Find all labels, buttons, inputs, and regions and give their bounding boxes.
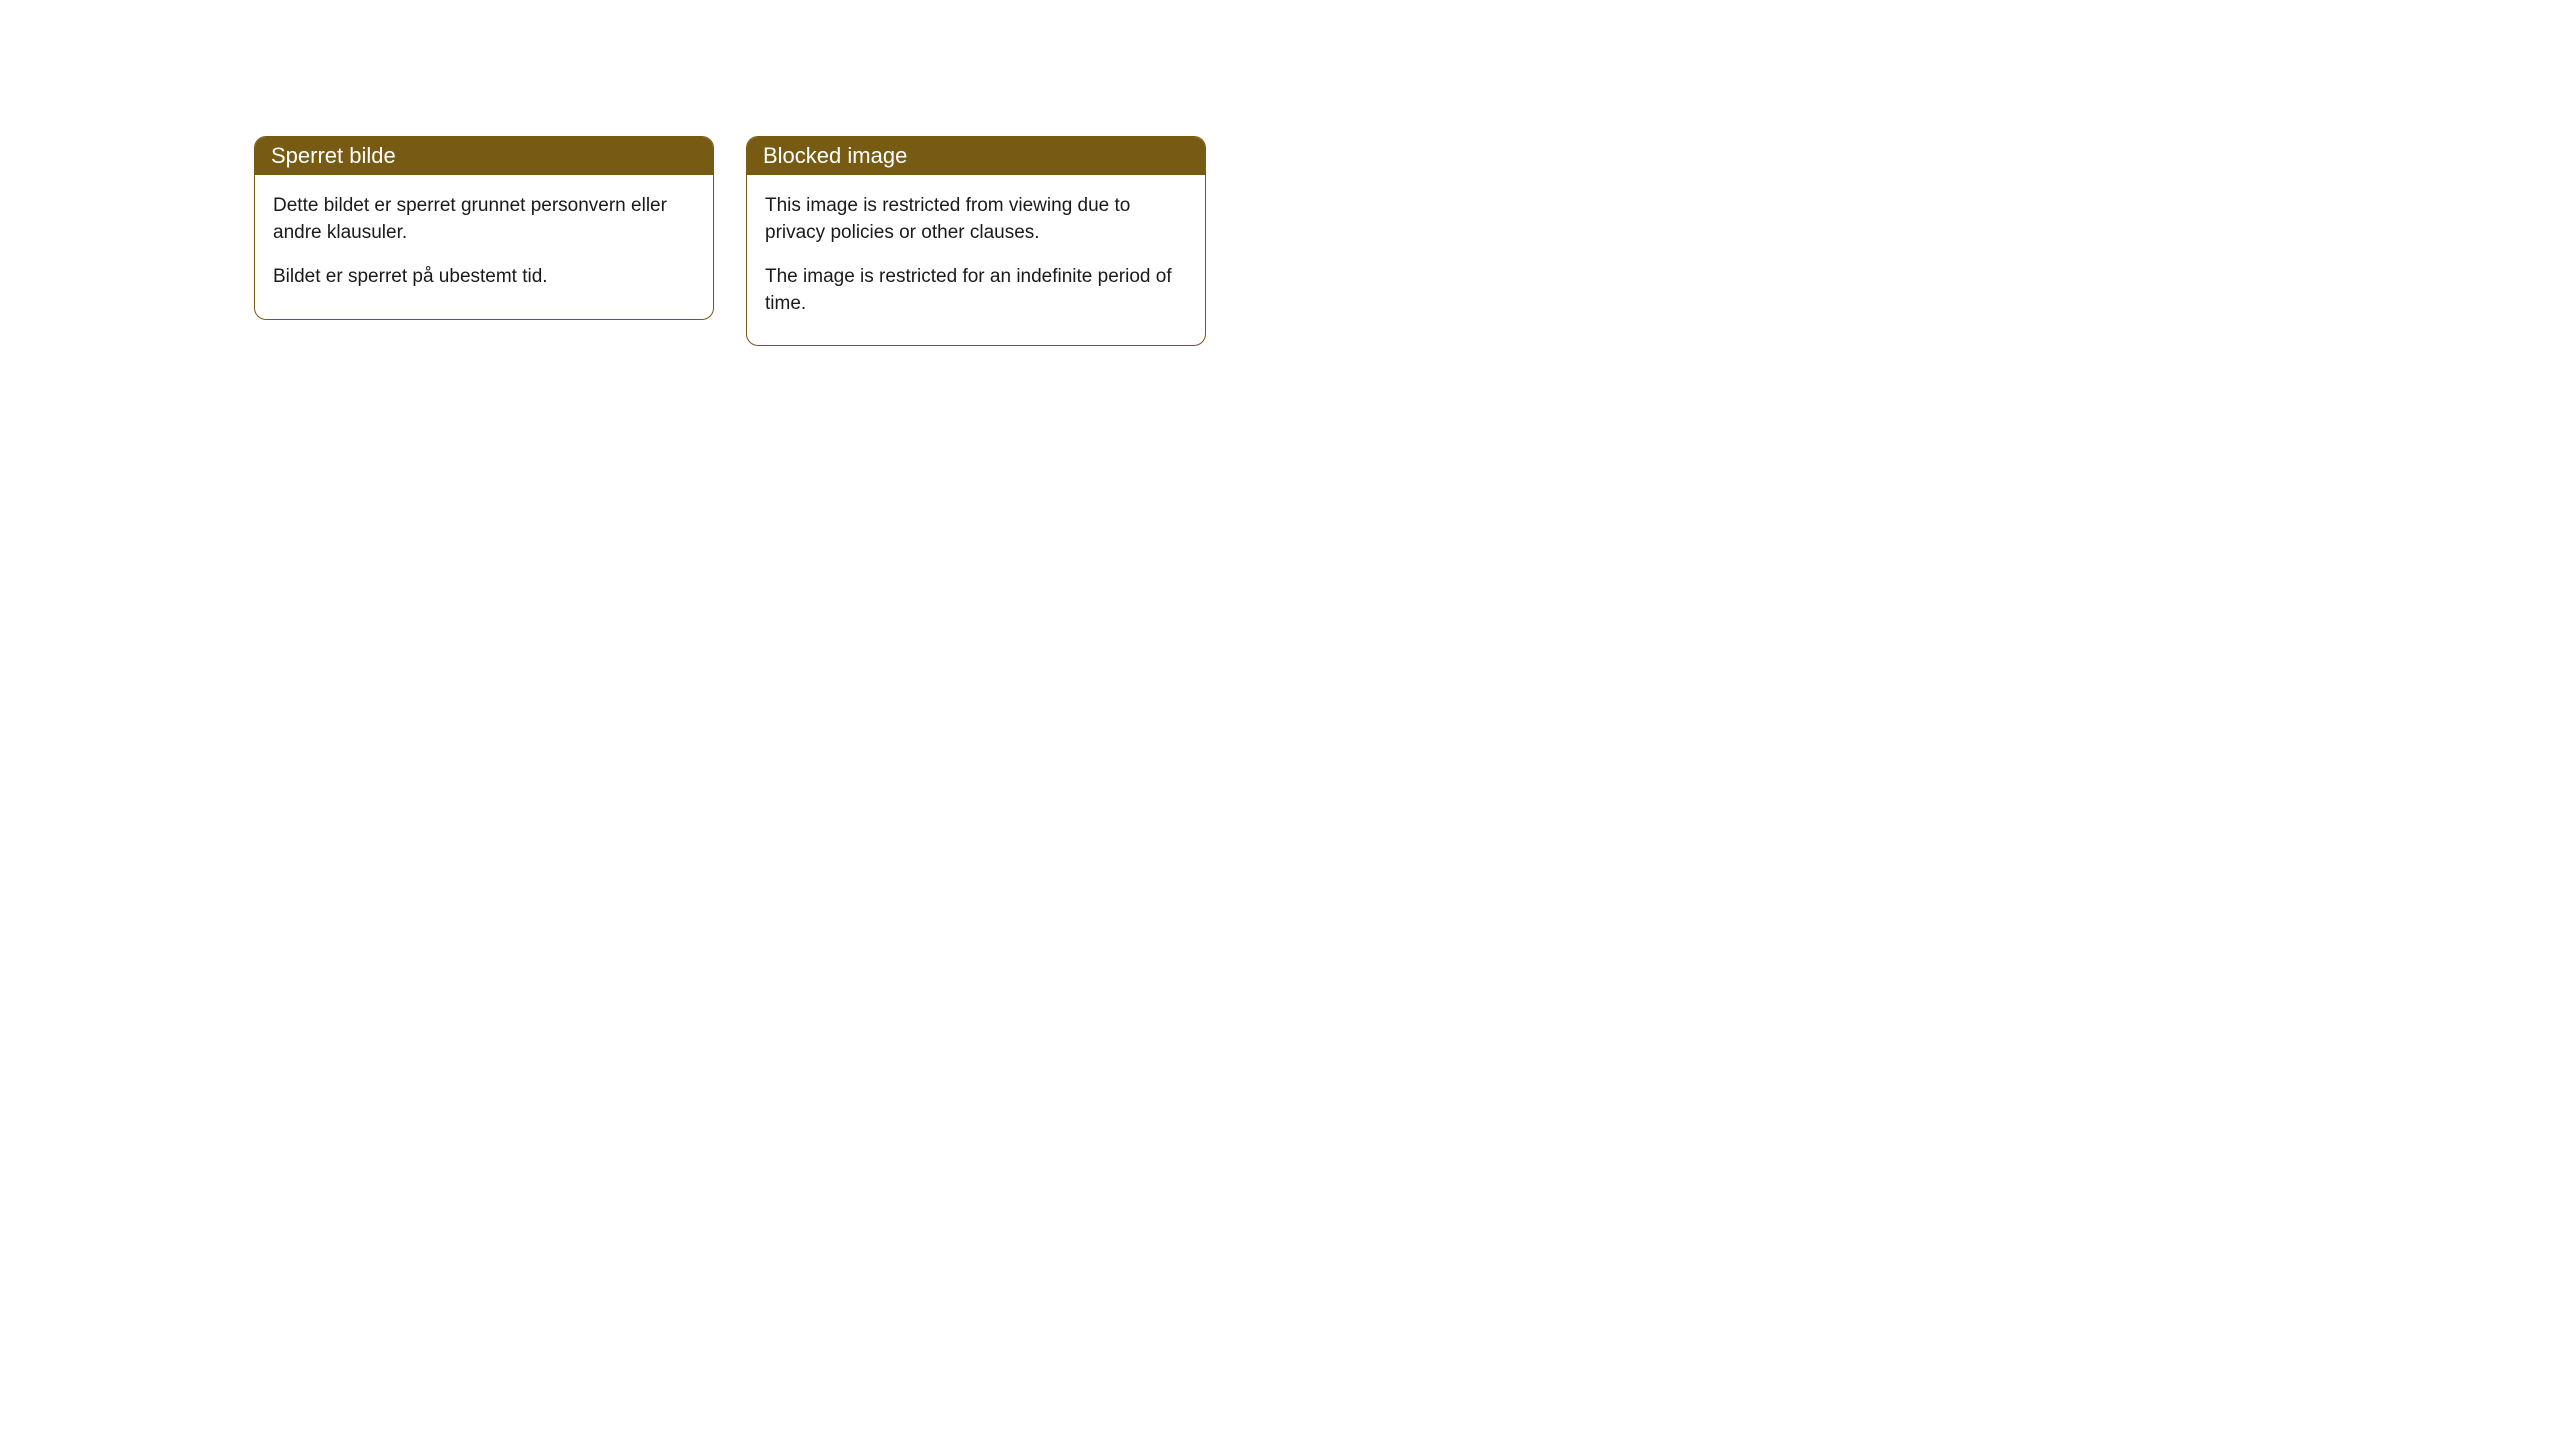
card-body: This image is restricted from viewing du… [747, 175, 1205, 345]
card-paragraph: Bildet er sperret på ubestemt tid. [273, 264, 695, 291]
card-paragraph: This image is restricted from viewing du… [765, 193, 1187, 246]
card-header: Sperret bilde [255, 137, 713, 175]
card-body: Dette bildet er sperret grunnet personve… [255, 175, 713, 319]
card-title: Sperret bilde [271, 143, 396, 168]
card-header: Blocked image [747, 137, 1205, 175]
card-title: Blocked image [763, 143, 907, 168]
blocked-image-card-norwegian: Sperret bilde Dette bildet er sperret gr… [254, 136, 714, 320]
blocked-image-card-english: Blocked image This image is restricted f… [746, 136, 1206, 346]
card-paragraph: The image is restricted for an indefinit… [765, 264, 1187, 317]
card-paragraph: Dette bildet er sperret grunnet personve… [273, 193, 695, 246]
